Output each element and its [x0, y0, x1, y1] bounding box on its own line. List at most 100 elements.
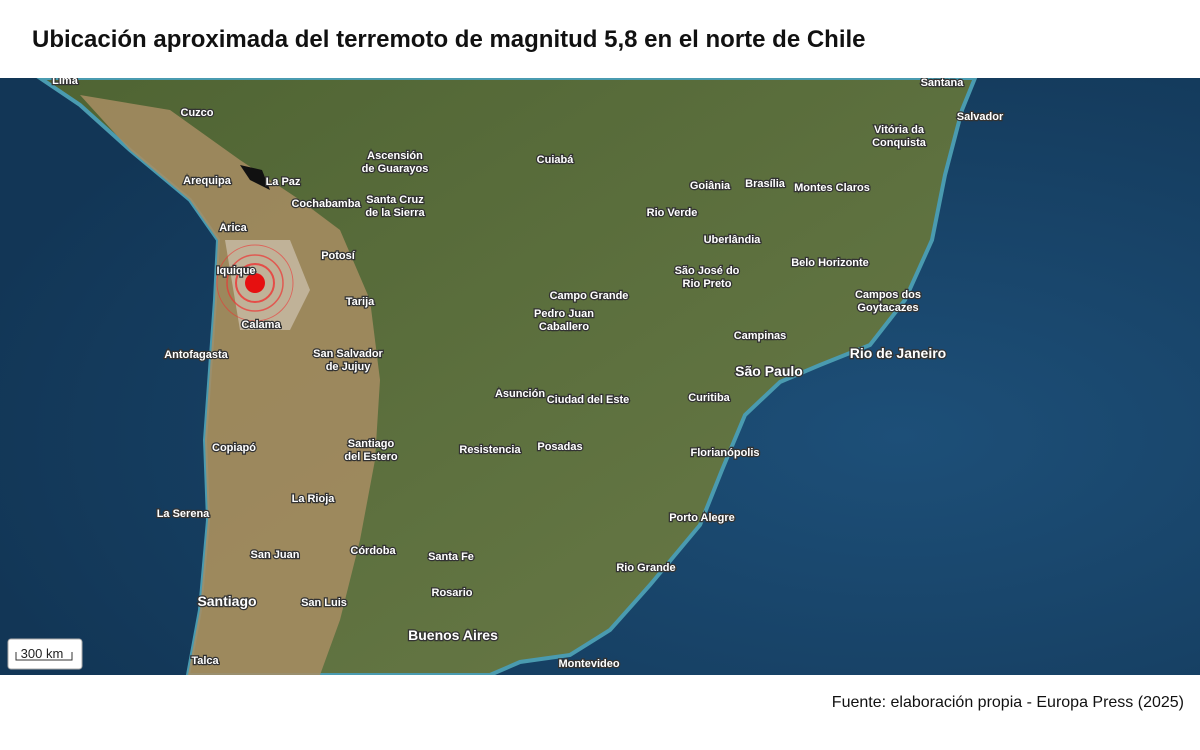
city-label: Florianópolis — [690, 447, 759, 459]
city-label: Salvador — [957, 111, 1004, 123]
city-label: San Juan — [251, 549, 300, 561]
city-name: Ascensión — [367, 150, 423, 162]
city-label: Cochabamba — [291, 198, 361, 210]
city-label: Arica — [219, 222, 247, 234]
scale-box — [7, 638, 83, 670]
city-name: Santa Fe — [428, 551, 474, 563]
city-name: Córdoba — [350, 545, 396, 557]
city-label: Santa Fe — [428, 551, 474, 563]
city-name: São José do — [675, 265, 740, 277]
city-label: Copiapó — [212, 442, 256, 454]
city-name: Copiapó — [212, 442, 256, 454]
city-name: Cuzco — [181, 107, 214, 119]
lake-titicaca — [240, 165, 270, 190]
city-label: Posadas — [537, 441, 582, 453]
city-name: Florianópolis — [690, 447, 759, 459]
city-labels: Lima Cuzco Arequipa La Paz Ascensión de Guara… — [51, 78, 1005, 671]
city-name: Arequipa — [183, 175, 232, 187]
city-name: Porto Alegre — [669, 512, 735, 524]
city-name: Rio Preto — [683, 278, 732, 290]
city-label: La Paz — [266, 176, 301, 188]
city-name: Lima — [52, 78, 79, 87]
city-label: Asunción — [495, 388, 545, 400]
city-name: Caballero — [539, 321, 589, 333]
city-label: Santa Cruz de la Sierra — [365, 194, 425, 219]
ring — [216, 244, 294, 322]
city-label: Rio Grande — [616, 562, 675, 574]
city-label: Rio de Janeiro — [850, 345, 946, 361]
city-name: Rosario — [432, 587, 473, 599]
city-label: Campo Grande — [550, 290, 629, 302]
city-label: Calama — [241, 319, 281, 331]
city-label: Campinas — [734, 330, 787, 342]
city-name: Tarija — [346, 296, 375, 308]
city-name: Cuiabá — [537, 154, 575, 166]
city-name: Calama — [241, 319, 281, 331]
city-name: Asunción — [495, 388, 545, 400]
ring — [226, 254, 284, 312]
city-label: Córdoba — [350, 545, 396, 557]
city-name: Campos dos — [855, 289, 921, 301]
city-name: Ciudad del Este — [547, 394, 630, 406]
city-label: Goiânia — [690, 180, 731, 192]
andes — [80, 95, 380, 675]
city-name: São Paulo — [735, 363, 803, 379]
scale-bar — [15, 652, 73, 661]
city-label: San Luis — [301, 597, 347, 609]
city-name: San Salvador — [313, 348, 383, 360]
source: Fuente: elaboración propia - Europa Pres… — [831, 694, 1184, 711]
epicenter — [216, 244, 294, 322]
city-name: Campinas — [734, 330, 787, 342]
city-name: La Serena — [157, 508, 210, 520]
city-label: Antofagasta — [164, 349, 228, 361]
city-name: de la Sierra — [365, 207, 425, 219]
city-name: Santiago — [348, 438, 395, 450]
city-name: Santa Cruz — [366, 194, 424, 206]
city-name: Belo Horizonte — [791, 257, 869, 269]
city-name: Talca — [191, 655, 219, 667]
city-label: Vitória da Conquista — [872, 124, 927, 149]
city-label: Talca — [191, 655, 219, 667]
city-label: Uberlândia — [704, 234, 762, 246]
city-label: San Salvador de Jujuy — [313, 348, 383, 373]
city-name: de Jujuy — [326, 361, 372, 373]
city-name: San Luis — [301, 597, 347, 609]
city-label: Montes Claros — [794, 182, 870, 194]
city-name: Curitiba — [688, 392, 730, 404]
city-name: Arica — [219, 222, 247, 234]
city-name: Salvador — [957, 111, 1004, 123]
city-name: Rio Grande — [616, 562, 675, 574]
city-label: Campos dos Goytacazes — [855, 289, 921, 314]
city-name: Montevideo — [558, 658, 619, 670]
city-label: Resistencia — [459, 444, 521, 456]
city-label: Ascensión de Guarayos — [362, 150, 429, 175]
city-label: La Serena — [157, 508, 210, 520]
city-label: São José do Rio Preto — [675, 265, 740, 290]
city-name: Rio Verde — [647, 207, 698, 219]
city-name: Goytacazes — [857, 302, 918, 314]
city-name: Santana — [921, 78, 965, 89]
city-label: Cuiabá — [537, 154, 575, 166]
map: Lima Cuzco Arequipa La Paz Ascensión de Guara… — [0, 78, 1200, 675]
city-label: Ciudad del Este — [547, 394, 630, 406]
city-name: Resistencia — [459, 444, 521, 456]
city-name: Antofagasta — [164, 349, 228, 361]
city-name: Brasília — [745, 178, 786, 190]
city-label: Rio Verde — [647, 207, 698, 219]
city-name: La Paz — [266, 176, 301, 188]
city-label: Santiago — [197, 593, 256, 609]
city-label: Brasília — [745, 178, 786, 190]
city-label: Tarija — [346, 296, 375, 308]
city-name: Montes Claros — [794, 182, 870, 194]
city-label: Belo Horizonte — [791, 257, 869, 269]
city-name: Cochabamba — [291, 198, 361, 210]
city-name: del Estero — [344, 451, 397, 463]
epicenter-dot — [245, 273, 265, 293]
ring — [235, 263, 275, 303]
city-label: Potosí — [321, 250, 356, 262]
city-name: Buenos Aires — [408, 627, 498, 643]
city-name: Campo Grande — [550, 290, 629, 302]
city-label: Arequipa — [183, 175, 232, 187]
city-label: Rosario — [432, 587, 473, 599]
